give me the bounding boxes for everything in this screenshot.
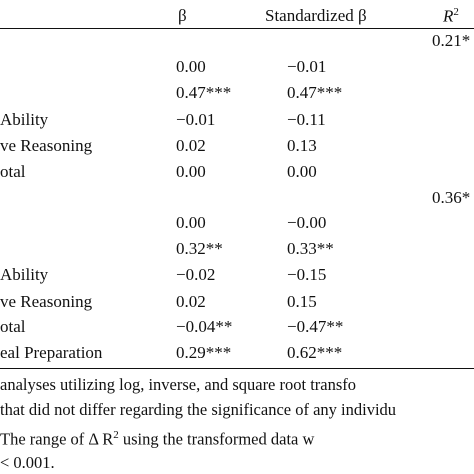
table-note-line-3-start: The range of Δ R <box>0 429 114 449</box>
beta-value: 0.00 <box>176 57 206 76</box>
table-note-line-1: analyses utilizing log, inverse, and squ… <box>0 375 357 394</box>
row-label: ve Reasoning <box>0 292 93 311</box>
row-label: otal <box>0 162 26 181</box>
table-note-line-4: < 0.001. <box>0 453 55 472</box>
standardized-beta-value: 0.47*** <box>287 83 343 102</box>
r-squared-superscript: 2 <box>113 429 119 441</box>
beta-value: −0.04** <box>176 317 233 336</box>
r-squared-value: 0.21* <box>432 31 471 50</box>
row-label: otal <box>0 317 26 336</box>
beta-value: 0.32** <box>176 239 223 258</box>
beta-value: 0.02 <box>176 292 206 311</box>
standardized-beta-value: 0.33** <box>287 239 334 258</box>
header-beta: β <box>178 6 187 25</box>
row-label: ve Reasoning <box>0 136 93 155</box>
beta-value: −0.02 <box>176 265 216 284</box>
standardized-beta-value: −0.47** <box>287 317 344 336</box>
standardized-beta-value: −0.01 <box>287 57 327 76</box>
row-label: Ability <box>0 110 49 129</box>
beta-value: 0.00 <box>176 162 206 181</box>
standardized-beta-value: 0.00 <box>287 162 317 181</box>
standardized-beta-value: −0.15 <box>287 265 327 284</box>
header-rule <box>0 28 474 29</box>
table-note-line-3-end: using the transformed data w <box>118 429 315 449</box>
r-squared-value: 0.36* <box>432 188 471 207</box>
table-note-line-2: that did not differ regarding the signif… <box>0 400 397 419</box>
standardized-beta-value: 0.62*** <box>287 343 343 362</box>
standardized-beta-value: −0.11 <box>287 110 326 129</box>
standardized-beta-value: −0.00 <box>287 213 327 232</box>
beta-value: 0.00 <box>176 213 206 232</box>
beta-value: 0.29*** <box>176 343 232 362</box>
row-label: eal Preparation <box>0 343 103 362</box>
standardized-beta-value: 0.13 <box>287 136 317 155</box>
table-note-line-3: The range of Δ R2 using the transformed … <box>0 430 314 448</box>
beta-value: −0.01 <box>176 110 216 129</box>
header-standardized-beta: Standardized β <box>265 6 367 25</box>
row-label: Ability <box>0 265 49 284</box>
beta-value: 0.02 <box>176 136 206 155</box>
bottom-rule <box>0 368 474 369</box>
beta-value: 0.47*** <box>176 83 232 102</box>
header-r-squared: R2 <box>443 6 459 26</box>
standardized-beta-value: 0.15 <box>287 292 317 311</box>
